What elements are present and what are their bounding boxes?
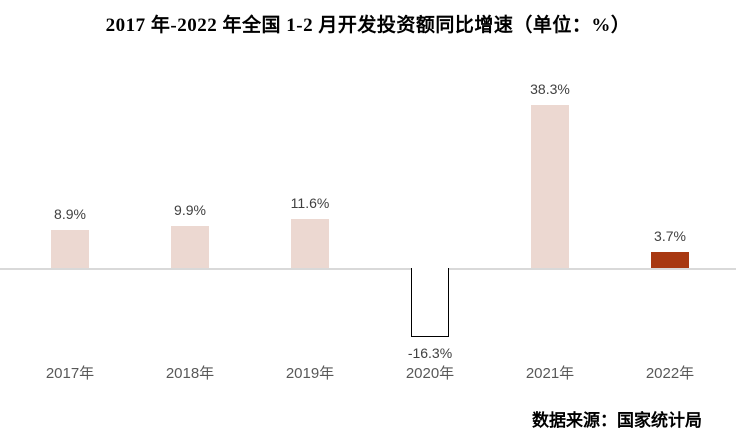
bar-2022年 [651, 252, 689, 268]
category-label-2021年: 2021年 [525, 365, 575, 382]
value-label-2022年: 3.7% [654, 228, 686, 244]
value-label-2021年: 38.3% [530, 81, 570, 97]
bar-2020年 [411, 268, 449, 337]
value-label-2020年: -16.3% [407, 345, 453, 361]
category-label-2020年: 2020年 [405, 365, 455, 382]
bar-2021年 [531, 105, 569, 268]
category-label-2022年: 2022年 [645, 365, 695, 382]
x-axis-line [0, 268, 736, 270]
value-label-2019年: 11.6% [290, 195, 330, 211]
category-label-2019年: 2019年 [285, 365, 335, 382]
bar-2017年 [51, 230, 89, 268]
category-label-2017年: 2017年 [45, 365, 95, 382]
bar-2019年 [291, 219, 329, 268]
category-label-2018年: 2018年 [165, 365, 215, 382]
value-label-2018年: 9.9% [174, 202, 206, 218]
chart-title: 2017 年-2022 年全国 1-2 月开发投资额同比增速（单位：%） [105, 15, 631, 36]
value-label-2017年: 8.9% [54, 206, 86, 222]
data-source: 数据来源：国家统计局 [532, 411, 702, 430]
bar-2018年 [171, 226, 209, 268]
